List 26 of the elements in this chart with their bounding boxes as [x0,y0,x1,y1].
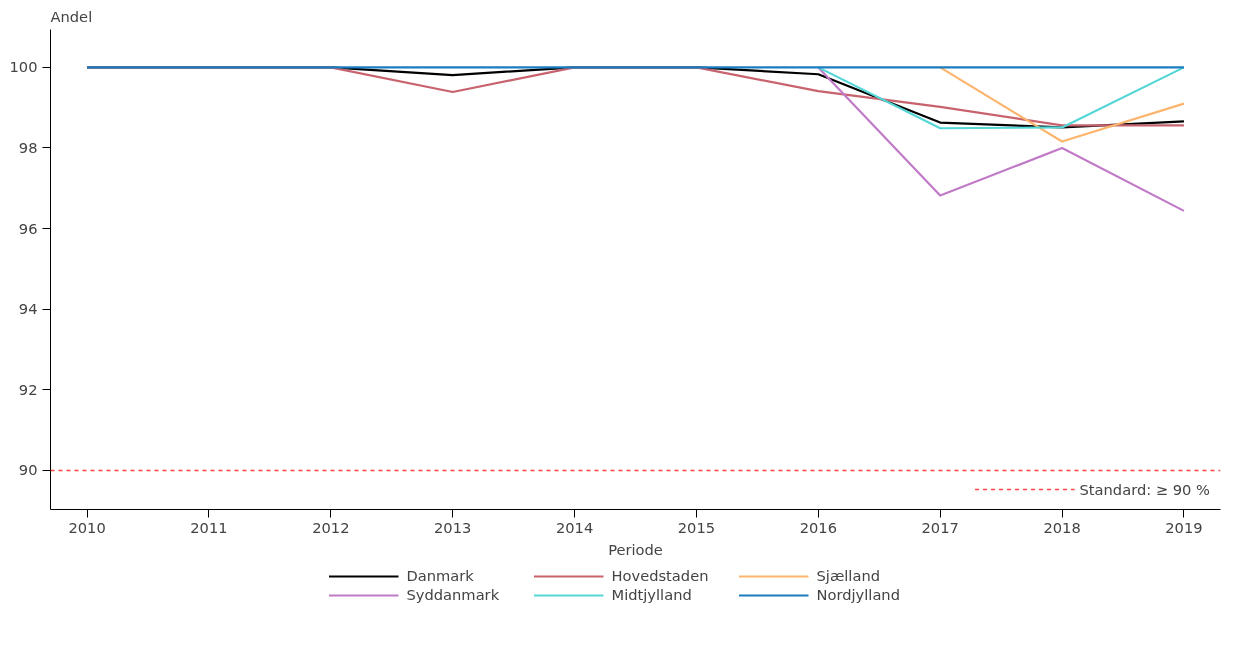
x-tick-label: 2017 [921,518,959,536]
legend-label: Syddanmark [406,586,501,603]
legend-label: Midtjylland [611,586,693,603]
legend-label: Danmark [406,567,475,584]
ref-line-label: Standard: ≥ 90 % [1079,480,1210,498]
x-tick-label: 2013 [434,518,472,536]
x-tick-label: 2015 [677,518,716,536]
x-tick-label: 2011 [190,518,228,536]
legend-label: Sjælland [816,567,881,584]
legend-label: Hovedstaden [611,567,710,584]
y-tick-label: 98 [18,138,38,156]
x-tick-label: 2010 [68,518,106,536]
y-tick-label: 90 [18,461,38,479]
y-tick-label: 96 [18,219,38,237]
x-tick-label: 2018 [1043,518,1081,536]
line-series [817,66,1186,212]
x-tick-label: 2012 [312,518,350,536]
y-tick-label: 100 [9,58,38,76]
y-tick-label: 92 [18,380,38,398]
x-tick-label: 2016 [799,518,837,536]
x-axis-title: Periode [608,540,663,558]
y-axis-title: Andel [50,7,93,25]
y-tick-label: 94 [18,300,38,318]
x-tick-label: 2019 [1165,518,1203,536]
legend-label: Nordjylland [816,586,901,603]
x-tick-label: 2014 [555,518,594,536]
